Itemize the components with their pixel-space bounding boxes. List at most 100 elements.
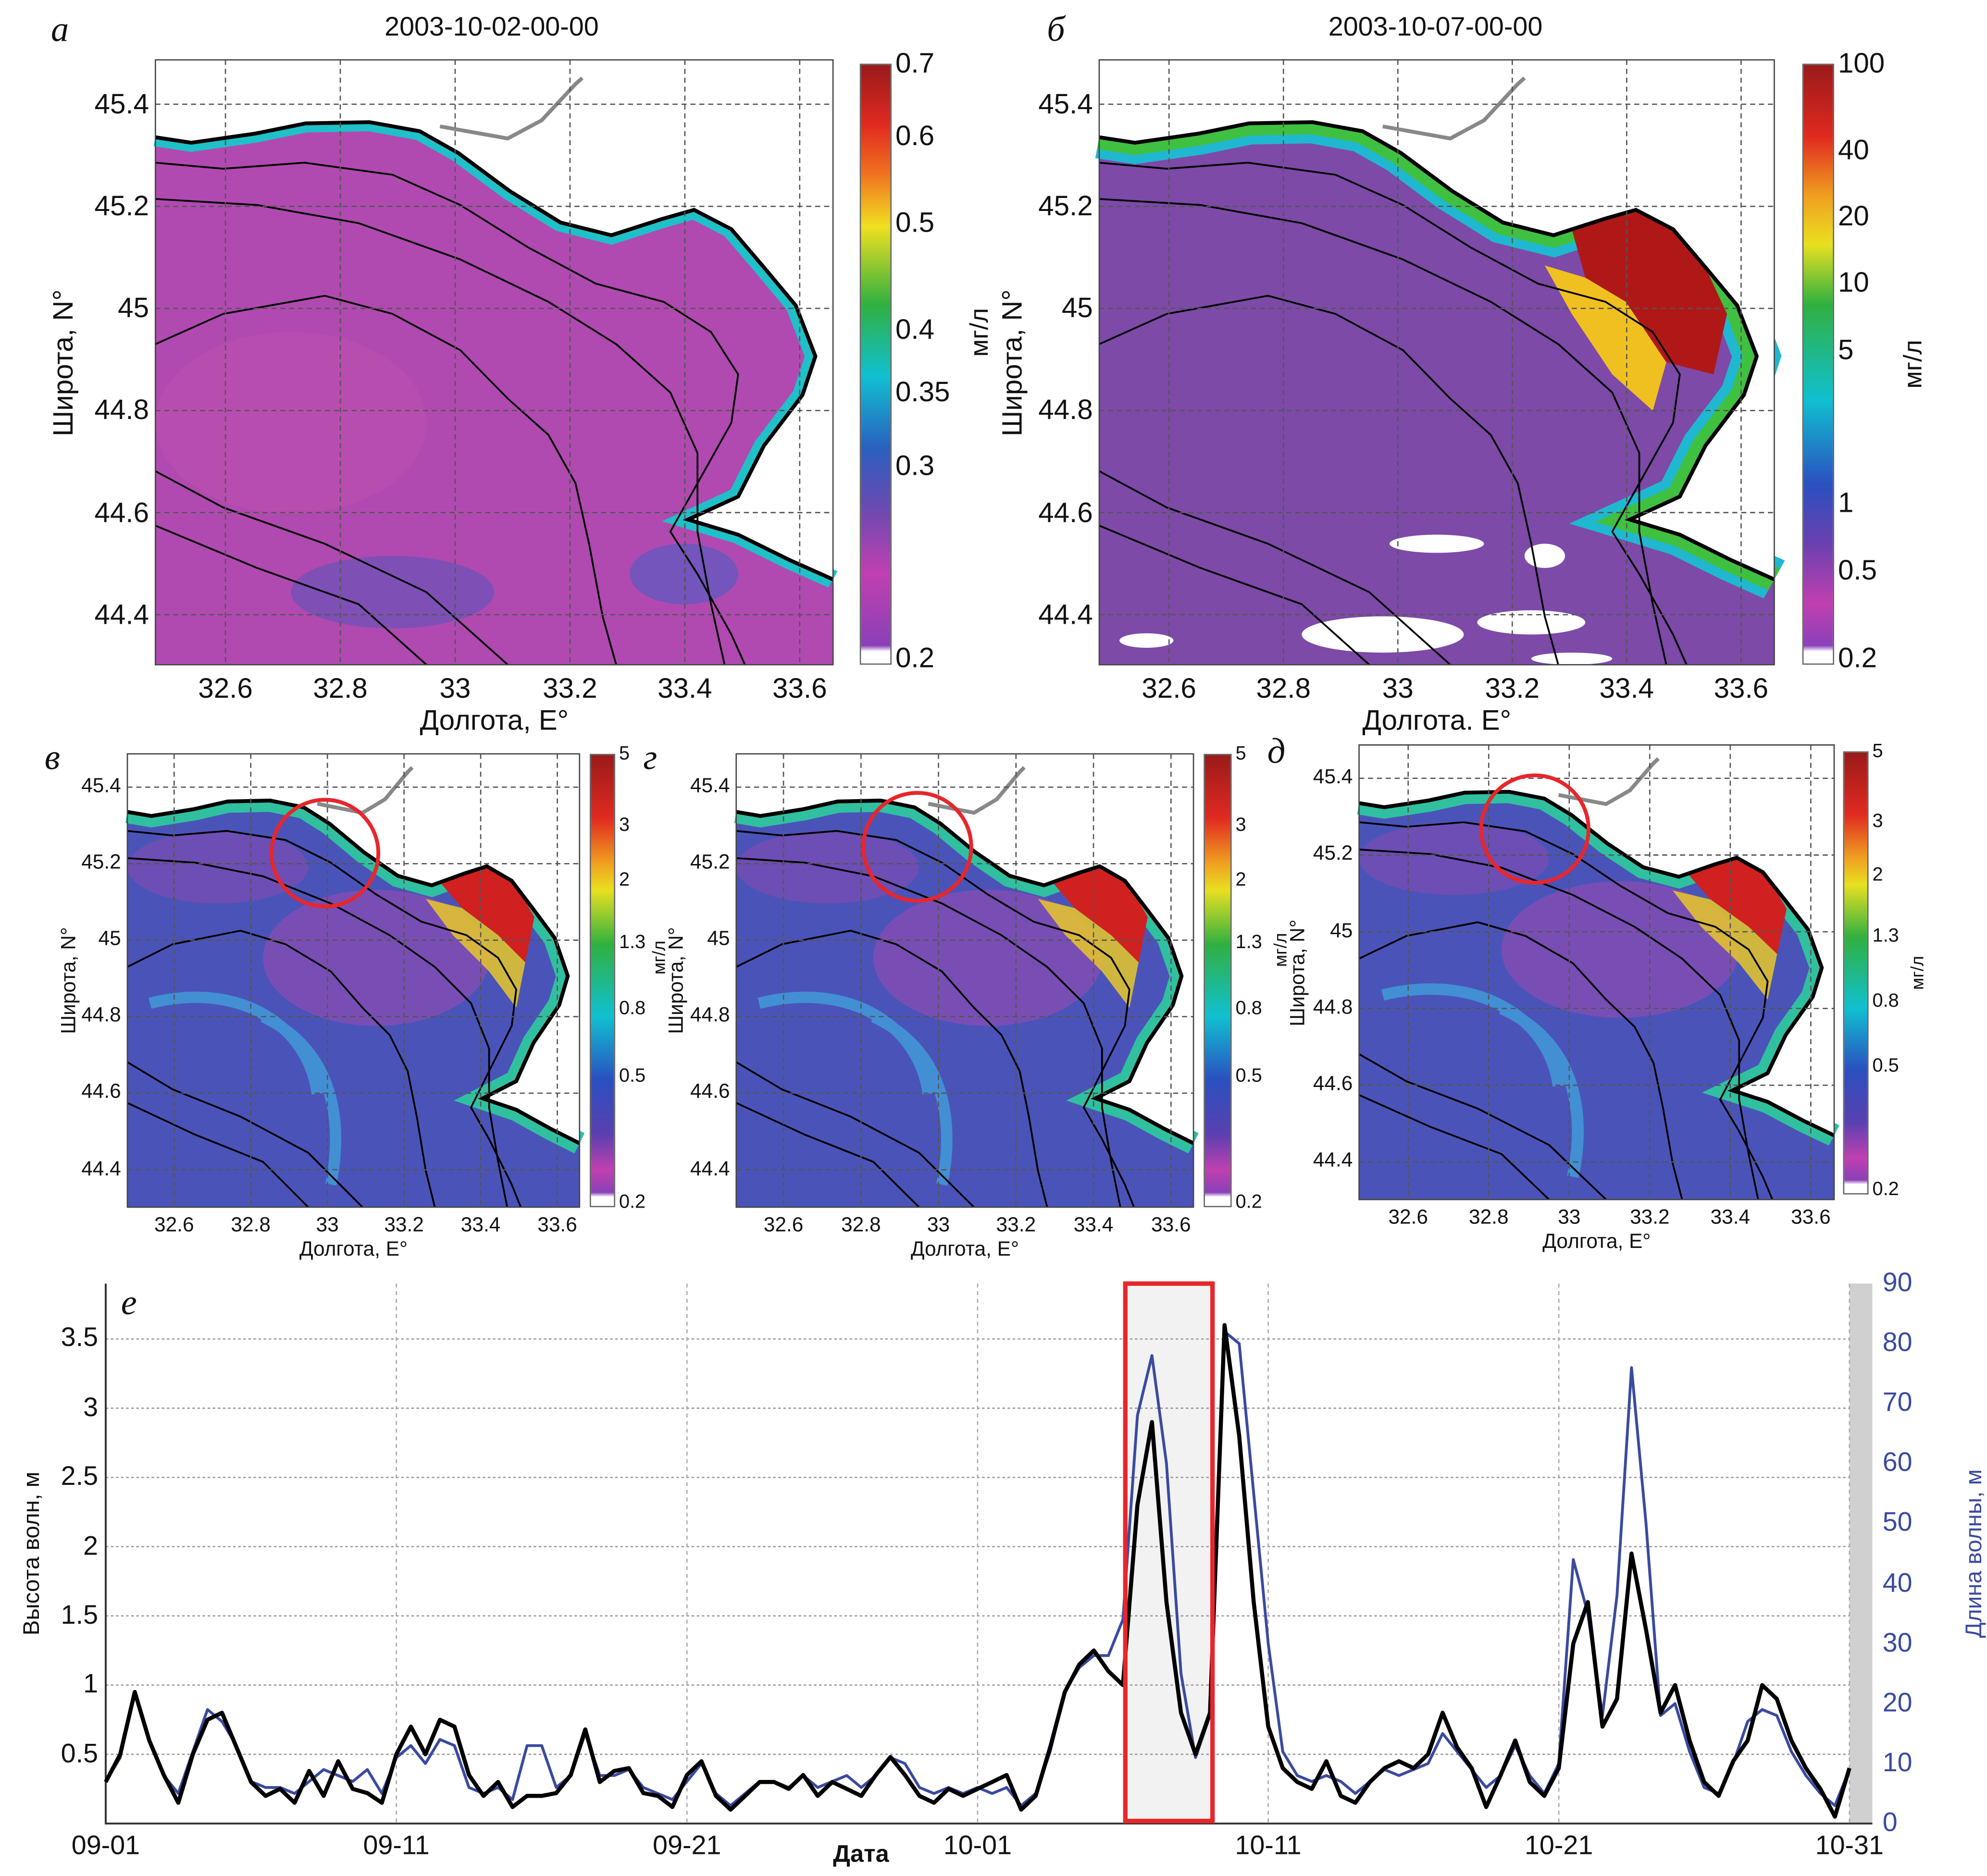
lat-tick-label: 45 bbox=[707, 928, 730, 950]
colorbar-tick-label: 100 bbox=[1838, 47, 1885, 79]
colorbar-tick-label: 0.6 bbox=[895, 120, 935, 152]
lat-tick-label: 45 bbox=[1330, 920, 1353, 942]
no-data-patch bbox=[1119, 633, 1174, 648]
colorbar-tick-label: 3 bbox=[1872, 810, 1883, 832]
bathymetry-contour bbox=[1099, 163, 1687, 665]
x-tick-label: 09-21 bbox=[653, 1831, 721, 1861]
bathymetry-contour bbox=[127, 1103, 308, 1207]
coastline bbox=[127, 801, 580, 1143]
map-title: 2003-10-02-00-00 bbox=[385, 12, 599, 42]
lon-tick-label: 33.6 bbox=[1151, 1215, 1191, 1237]
lat-tick-label: 44.6 bbox=[94, 496, 149, 528]
colorbar-tick-label: 10 bbox=[1838, 266, 1869, 298]
x-axis-label: Долгота, E° bbox=[910, 1239, 1019, 1261]
colorbar-tick-label: 0.8 bbox=[619, 998, 646, 1020]
colorbar-tick-label: 0.2 bbox=[1872, 1179, 1899, 1201]
lat-tick-label: 44.8 bbox=[1313, 997, 1353, 1019]
peninsula-outline bbox=[440, 78, 582, 138]
lon-tick-label: 33.6 bbox=[1791, 1207, 1831, 1229]
lat-tick-label: 45 bbox=[1061, 292, 1093, 324]
y-tick-label: 3.5 bbox=[61, 1323, 99, 1353]
colorbar-tick-label: 1.3 bbox=[1872, 925, 1899, 947]
lat-tick-label: 44.4 bbox=[1038, 598, 1093, 630]
colorbar-tick-label: 0.8 bbox=[1872, 989, 1899, 1012]
colorbar-tick-label: 20 bbox=[1838, 199, 1869, 232]
high-concentration-patch bbox=[1544, 265, 1666, 411]
lon-tick-label: 32.6 bbox=[1142, 672, 1196, 704]
highlight-circle bbox=[1481, 776, 1589, 883]
lat-tick-label: 45.4 bbox=[1313, 766, 1353, 789]
lat-tick-label: 44.8 bbox=[94, 394, 149, 426]
colorbar bbox=[589, 753, 615, 1208]
colorbar-tick-label: 0.7 bbox=[895, 47, 935, 79]
colorbar bbox=[1204, 753, 1232, 1208]
colorbar-tick-label: 0.5 bbox=[1838, 554, 1877, 586]
peninsula-outline bbox=[1559, 759, 1659, 804]
lat-tick-label: 44.8 bbox=[81, 1005, 121, 1027]
coastline bbox=[1099, 122, 1775, 580]
bathymetry-contour bbox=[127, 1062, 362, 1207]
right-axis-strip bbox=[1849, 1284, 1873, 1824]
no-data-patch bbox=[1477, 610, 1586, 635]
panel-label: г bbox=[643, 739, 658, 778]
colorbar-tick-label: 1.3 bbox=[619, 931, 646, 953]
map-plot bbox=[127, 754, 585, 1207]
lon-tick-label: 33 bbox=[439, 672, 471, 704]
x-tick-label: 10-11 bbox=[1235, 1831, 1302, 1861]
lat-tick-label: 45.4 bbox=[81, 776, 121, 798]
lat-tick-label: 44.4 bbox=[81, 1158, 121, 1180]
colorbar-tick-label: 0.8 bbox=[1235, 998, 1262, 1020]
lon-tick-label: 32.6 bbox=[198, 672, 253, 704]
coastline bbox=[736, 801, 1193, 1143]
concentration-patch bbox=[1502, 881, 1739, 1018]
concentration-patch bbox=[155, 332, 427, 514]
lon-tick-label: 33 bbox=[927, 1215, 950, 1237]
colorbar-tick-label: 0.5 bbox=[895, 206, 935, 238]
wave-height-line bbox=[104, 1323, 1851, 1819]
colorbar-tick-label: 0.5 bbox=[1235, 1065, 1262, 1087]
colorbar-tick-label: 5 bbox=[1838, 333, 1854, 366]
y-tick-label: 0.5 bbox=[61, 1739, 99, 1768]
x-axis-label: Дата bbox=[833, 1841, 889, 1868]
x-tick-label: 09-01 bbox=[71, 1831, 140, 1861]
axes-frame bbox=[127, 754, 580, 1207]
lon-tick-label: 32.6 bbox=[154, 1215, 194, 1237]
map-plot bbox=[736, 754, 1199, 1207]
lon-tick-label: 33 bbox=[316, 1215, 339, 1237]
highlight-band bbox=[1125, 1284, 1213, 1824]
colorbar-tick-label: 0.5 bbox=[619, 1065, 646, 1087]
lon-tick-label: 33.2 bbox=[384, 1215, 424, 1237]
bathymetry-contour bbox=[1099, 296, 1558, 665]
colorbar-tick-label: 5 bbox=[1235, 743, 1246, 765]
bathymetry-contour bbox=[155, 163, 745, 665]
no-data-patch bbox=[1302, 616, 1464, 653]
high-concentration-patch bbox=[1047, 863, 1148, 963]
lon-tick-label: 33.6 bbox=[1714, 672, 1769, 704]
bathymetry-contour bbox=[1359, 822, 1773, 1199]
x-tick-label: 10-21 bbox=[1524, 1831, 1593, 1861]
lat-tick-label: 45.4 bbox=[1038, 87, 1093, 120]
land bbox=[155, 60, 833, 580]
x-tick-label: 10-31 bbox=[1815, 1831, 1884, 1861]
y-tick-label: 2.5 bbox=[61, 1462, 99, 1492]
high-concentration-patch bbox=[425, 899, 525, 1008]
high-concentration-patch bbox=[1672, 890, 1777, 1000]
lat-tick-label: 44.8 bbox=[1038, 394, 1093, 426]
axes-frame bbox=[155, 60, 833, 665]
x-tick-label: 10-01 bbox=[943, 1831, 1012, 1861]
colorbar-tick-label: 40 bbox=[1838, 134, 1869, 166]
bathymetry-contour bbox=[736, 858, 1120, 1207]
bathymetry-contour bbox=[127, 858, 507, 1207]
concentration-patch bbox=[263, 889, 489, 1026]
colorbar-tick-label: 2 bbox=[1235, 869, 1246, 891]
y-tick-label: 1.5 bbox=[61, 1600, 99, 1630]
bathymetry-contour bbox=[736, 1103, 919, 1207]
colorbar-tick-label: 1.3 bbox=[1235, 931, 1262, 953]
y-right-tick-label: 50 bbox=[1882, 1508, 1912, 1538]
map-title: 2003-10-07-00-00 bbox=[1328, 12, 1543, 42]
y-right-tick-label: 70 bbox=[1882, 1388, 1912, 1418]
x-axis-label: Долгота, E° bbox=[1542, 1231, 1651, 1253]
colorbar-tick-label: 0.3 bbox=[895, 449, 935, 481]
no-data-patch bbox=[1389, 534, 1484, 553]
high-concentration-patch bbox=[1038, 899, 1139, 1008]
